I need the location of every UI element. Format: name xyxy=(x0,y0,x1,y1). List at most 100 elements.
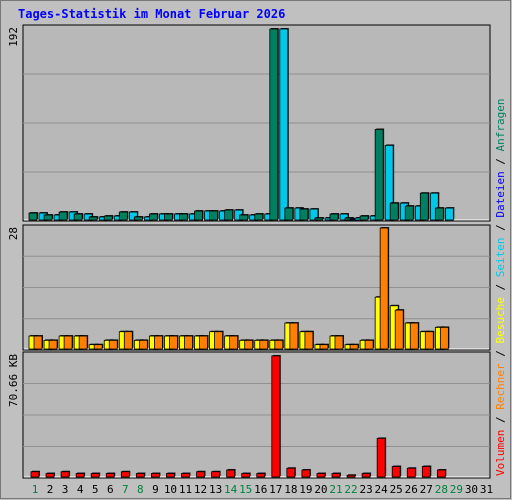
legend-item-dateien: Dateien xyxy=(494,171,507,217)
panel-middle-bar-rechner-day-26 xyxy=(409,322,419,350)
x-tick-label-day-17: 17 xyxy=(269,483,282,496)
x-tick-label-day-30: 30 xyxy=(465,483,478,496)
legend-separator: / xyxy=(494,344,507,364)
panel-middle-bar-rechner-day-24 xyxy=(379,227,389,350)
panel-bottom-bar-volumen-day-13 xyxy=(211,471,221,478)
panel-top-bar-anfragen-day-19 xyxy=(299,208,309,221)
panel-top-bar-anfragen-day-20 xyxy=(314,217,324,221)
panel-bottom-bar-volumen-day-12 xyxy=(196,471,205,478)
panel-top-bar-seiten-day-19 xyxy=(309,208,319,221)
panel-bottom-bar-volumen-day-23 xyxy=(361,473,371,478)
panel-top-bar-anfragen-day-1 xyxy=(28,212,38,221)
legend-separator: / xyxy=(494,218,507,238)
panel-top-bar-anfragen-day-26 xyxy=(404,205,414,221)
panel-middle-bar-rechner-day-22 xyxy=(349,344,359,350)
x-tick-label-day-1: 1 xyxy=(32,483,39,496)
legend-separator: / xyxy=(494,151,507,171)
panel-middle-bar-rechner-day-19 xyxy=(304,331,314,350)
legend-separator: / xyxy=(494,277,507,297)
panel-middle-bar-rechner-day-18 xyxy=(289,322,299,350)
legend-item-rechner: Rechner xyxy=(494,363,507,410)
x-tick-label-day-31: 31 xyxy=(480,483,493,496)
panel-bottom-bar-volumen-day-17 xyxy=(271,355,281,478)
panel-middle-bar-rechner-day-1 xyxy=(33,335,43,350)
panel-middle-bar-rechner-day-14 xyxy=(229,335,239,350)
panel-bottom-bar-volumen-day-2 xyxy=(45,473,55,478)
panel-top-bar-anfragen-day-27 xyxy=(419,192,429,221)
x-tick-label-day-7: 7 xyxy=(122,483,129,496)
panel-top-bar-anfragen-day-3 xyxy=(58,211,68,221)
panel-top-bar-anfragen-day-12 xyxy=(194,210,203,221)
panel-bottom-bar-volumen-day-19 xyxy=(301,469,311,478)
panel-top-bar-anfragen-day-8 xyxy=(133,216,143,221)
panel-bottom-bar-volumen-day-15 xyxy=(241,473,251,478)
panel-top-bar-anfragen-day-15 xyxy=(239,214,249,221)
x-tick-label-day-20: 20 xyxy=(314,483,327,496)
panel-middle-bar-rechner-day-15 xyxy=(244,339,254,350)
panel-top-bar-anfragen-day-17 xyxy=(269,28,279,221)
panel-top-bar-seiten-day-28 xyxy=(444,207,454,221)
x-tick-label-day-28: 28 xyxy=(435,483,448,496)
x-tick-label-day-6: 6 xyxy=(107,483,114,496)
panel-bottom-bar-volumen-day-20 xyxy=(316,473,326,478)
panel-bottom-ymax-label: 70.66 KB xyxy=(7,354,20,407)
x-tick-label-day-19: 19 xyxy=(299,483,312,496)
panel-middle-bar-rechner-day-3 xyxy=(63,335,73,350)
legend-item-volumen: Volumen xyxy=(494,430,507,476)
panel-middle-bar-rechner-day-21 xyxy=(334,335,344,350)
x-tick-label-day-23: 23 xyxy=(359,483,372,496)
panel-bottom-bar-volumen-day-8 xyxy=(135,473,145,478)
panel-bottom-bar-volumen-day-25 xyxy=(391,466,401,478)
panel-middle-bar-rechner-day-25 xyxy=(394,309,404,350)
panel-top-bar-anfragen-day-7 xyxy=(118,211,128,221)
panel-top-bar-anfragen-day-23 xyxy=(359,215,369,221)
panel-middle-bar-rechner-day-10 xyxy=(169,335,178,350)
panel-top-bar-anfragen-day-13 xyxy=(209,210,219,221)
panel-middle-bar-rechner-day-28 xyxy=(439,326,449,350)
panel-top-bar-anfragen-day-14 xyxy=(224,209,234,221)
legend-separator: / xyxy=(494,410,507,430)
x-tick-label-day-14: 14 xyxy=(224,483,238,496)
panel-bottom-bar-volumen-day-7 xyxy=(120,471,130,478)
panel-bottom-bar-volumen-day-16 xyxy=(256,473,266,478)
x-tick-label-day-4: 4 xyxy=(77,483,84,496)
legend: Volumen / Rechner / Besuche / Seiten / D… xyxy=(494,98,507,476)
panel-top-bar-anfragen-day-10 xyxy=(164,213,173,221)
panel-middle-bar-rechner-day-6 xyxy=(108,339,118,350)
panel-top-bar-anfragen-day-16 xyxy=(254,213,264,221)
panel-top-bar-anfragen-day-4 xyxy=(73,213,83,221)
panel-middle-bar-rechner-day-27 xyxy=(424,331,434,350)
panel-bottom-bar-volumen-day-24 xyxy=(376,437,386,478)
panel-middle-bar-rechner-day-23 xyxy=(364,339,374,350)
panel-top-bar-anfragen-day-21 xyxy=(329,213,339,221)
panel-bottom-bar-volumen-day-6 xyxy=(105,473,115,478)
x-tick-label-day-16: 16 xyxy=(254,483,267,496)
panel-middle-bar-rechner-day-5 xyxy=(93,344,103,350)
panel-bottom-bar-volumen-day-22 xyxy=(346,474,356,478)
x-tick-label-day-18: 18 xyxy=(284,483,297,496)
panel-top-bar-seiten-day-17 xyxy=(279,28,289,221)
panel-bottom-bar-volumen-day-9 xyxy=(150,473,160,478)
chart-title: Tages-Statistik im Monat Februar 2026 xyxy=(18,7,286,21)
x-tick-label-day-29: 29 xyxy=(450,483,463,496)
panel-bottom-bar-volumen-day-11 xyxy=(181,473,190,478)
x-tick-label-day-27: 27 xyxy=(420,483,433,496)
panel-top-bar-anfragen-day-6 xyxy=(103,215,113,221)
panel-top-bar-anfragen-day-28 xyxy=(434,207,444,221)
x-tick-label-day-3: 3 xyxy=(62,483,69,496)
x-tick-label-day-12: 12 xyxy=(194,483,207,496)
x-tick-label-day-11: 11 xyxy=(179,483,192,496)
panel-middle-bar-rechner-day-17 xyxy=(274,339,284,350)
legend-item-besuche: Besuche xyxy=(494,297,507,343)
panel-middle-ymax-label: 28 xyxy=(7,227,20,240)
panel-top-bar-anfragen-day-18 xyxy=(284,207,294,221)
panel-bottom-bar-volumen-day-26 xyxy=(406,467,416,478)
panel-top-bar-seiten-day-27 xyxy=(429,192,439,221)
panel-top-ymax-label: 192 xyxy=(7,27,20,47)
x-tick-label-day-26: 26 xyxy=(405,483,418,496)
legend-item-seiten: Seiten xyxy=(494,238,507,278)
panel-middle-bar-rechner-day-4 xyxy=(78,335,88,350)
